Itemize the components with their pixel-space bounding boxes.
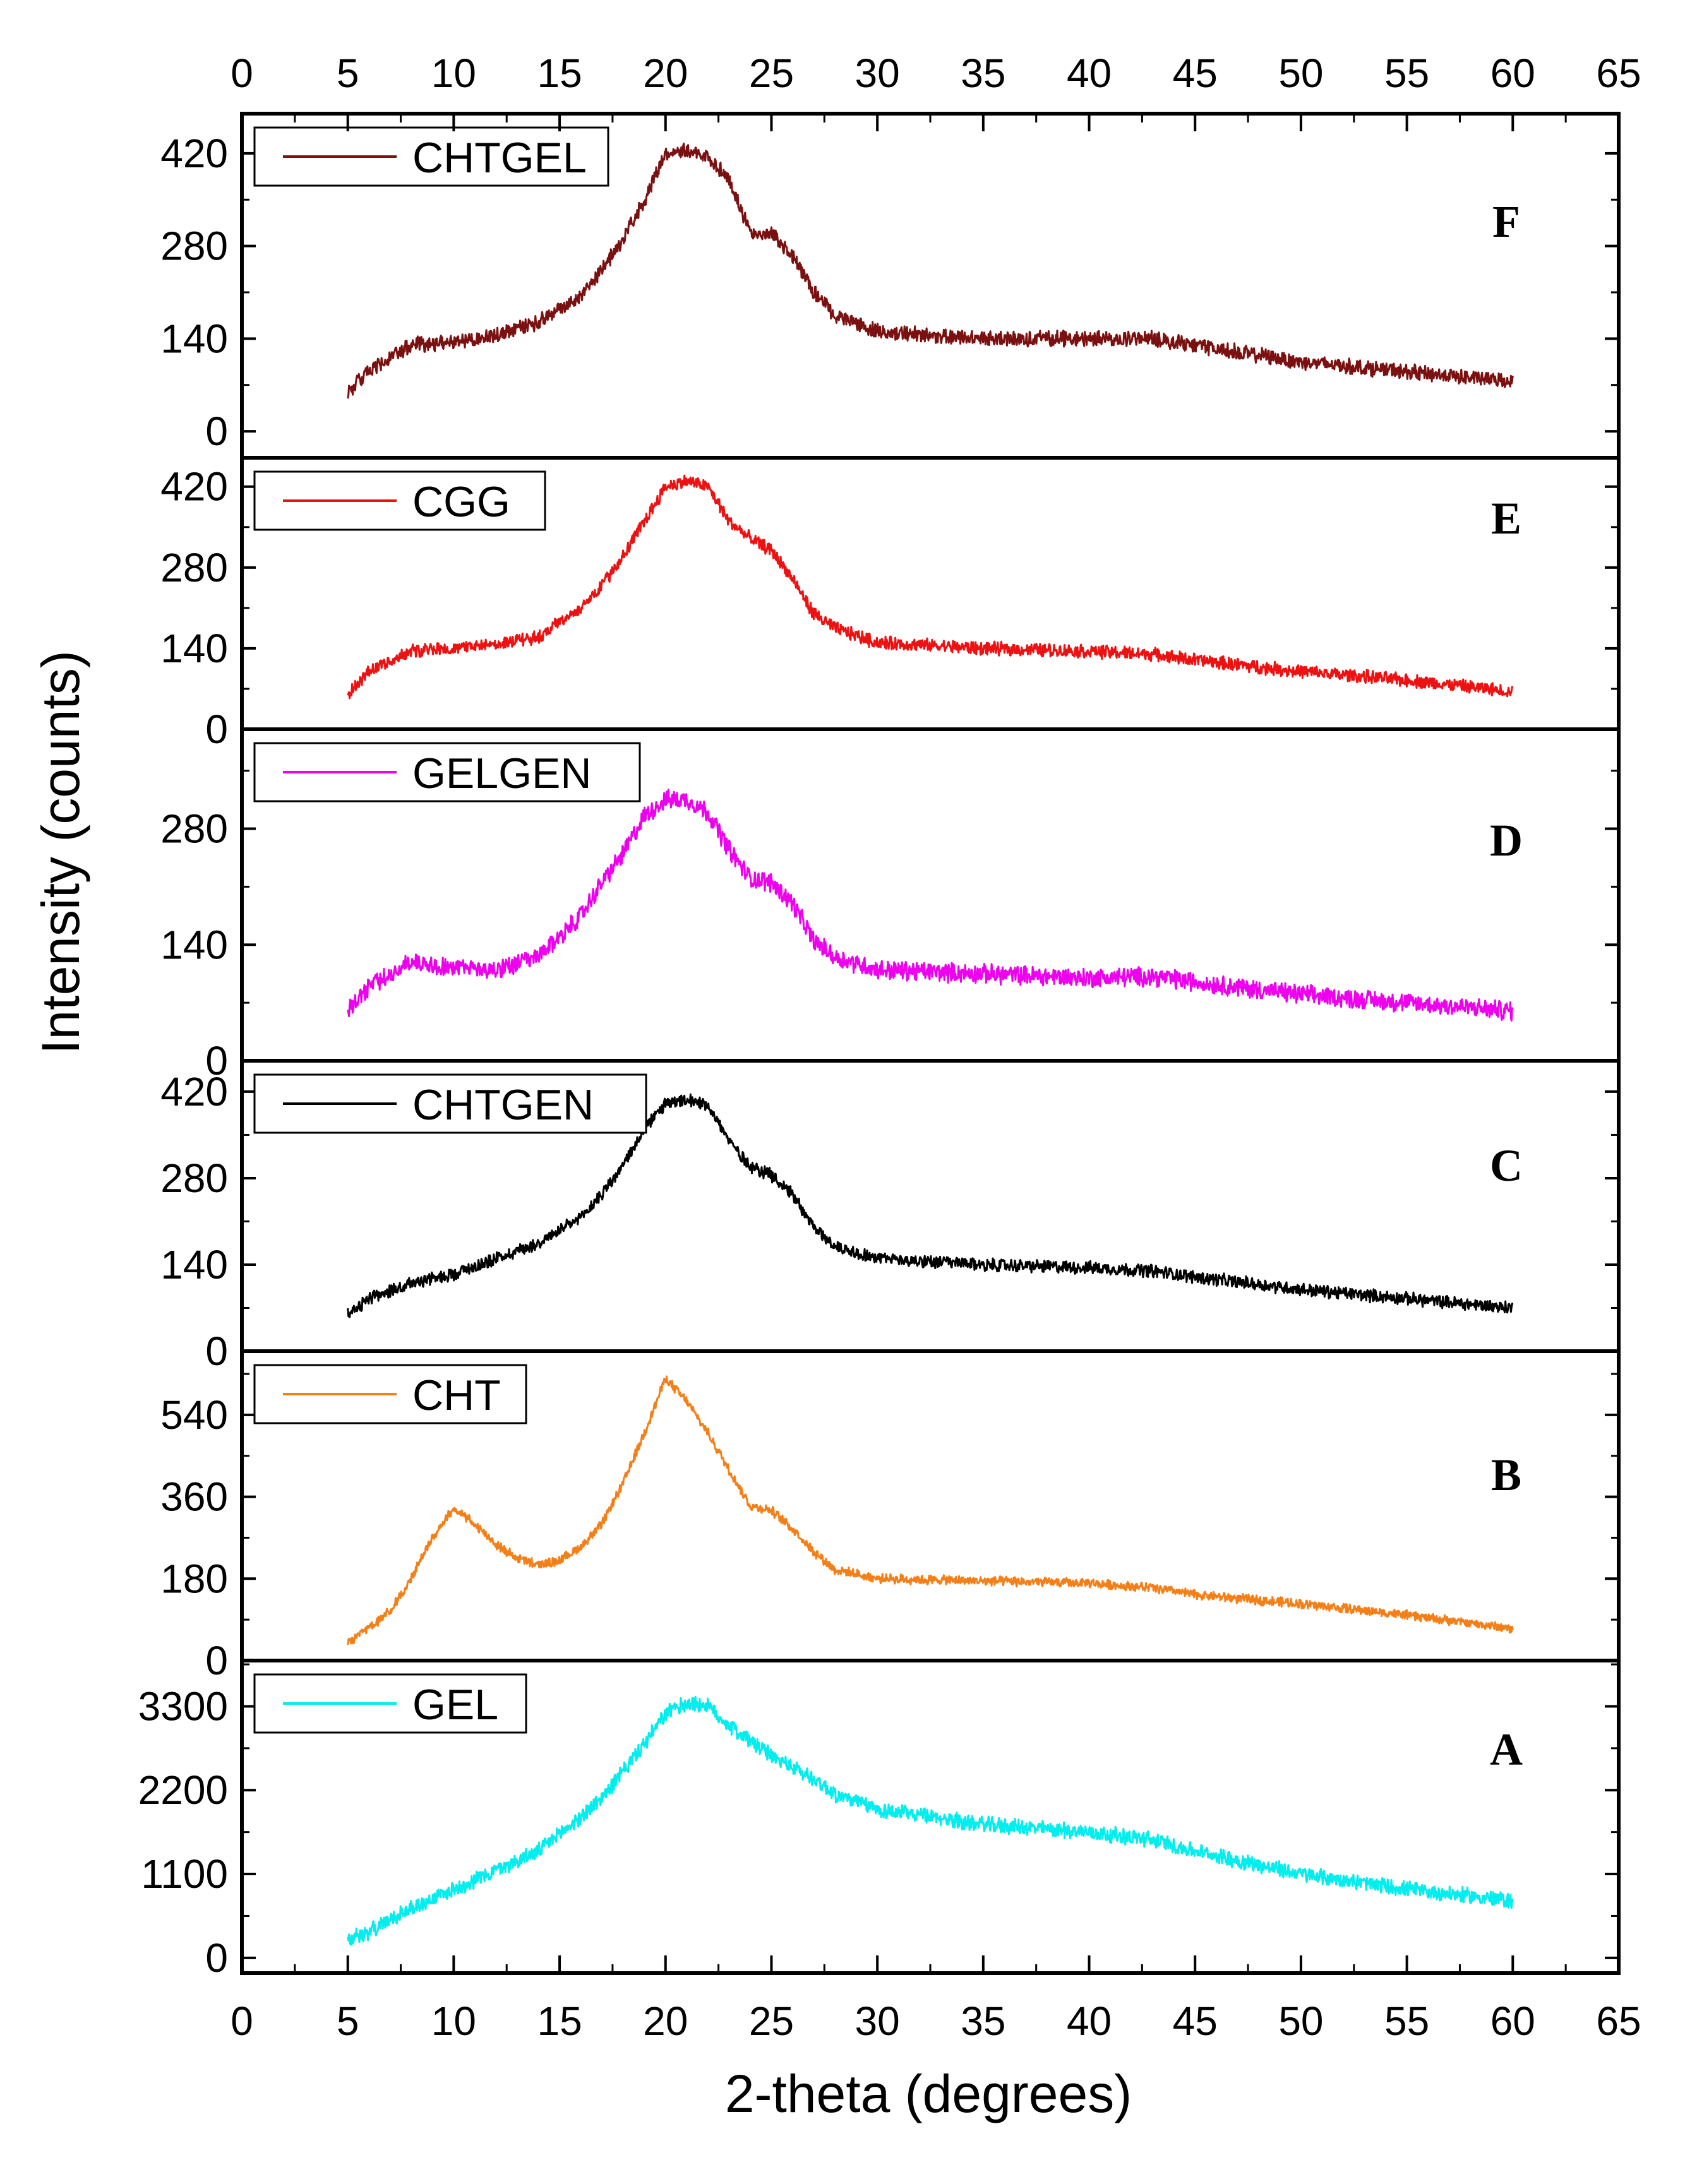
y-tick-label: 3300 (138, 1683, 228, 1729)
x-tick-label-bottom: 45 (1173, 1998, 1218, 2044)
panel-E: 0 140 280 420 CGG E (160, 456, 1621, 752)
series-line-cht (347, 1375, 1514, 1645)
series-line-gel (347, 1695, 1514, 1946)
panel-letter: E (1491, 493, 1521, 544)
series-line-chtgel (347, 142, 1514, 399)
y-tick-label: 0 (205, 1935, 228, 1981)
y-tick-label: 0 (205, 409, 228, 454)
y-tick-label: 280 (160, 224, 228, 269)
x-tick-label-bottom: 50 (1278, 1998, 1323, 2044)
y-tick-label: 280 (160, 806, 228, 852)
legend-label: CHT (412, 1371, 501, 1419)
legend-label: CGG (412, 478, 510, 526)
y-tick-label: 360 (160, 1474, 228, 1520)
legend-label: CHTGEL (412, 134, 587, 182)
y-tick-label: 1100 (141, 1851, 228, 1897)
x-tick-label-top: 35 (961, 51, 1005, 96)
x-tick-label-top: 55 (1384, 51, 1429, 96)
series-line-gelgen (347, 789, 1514, 1022)
legend-label: GEL (412, 1681, 498, 1729)
x-tick-label-bottom: 0 (231, 1998, 253, 2044)
y-tick-label: 0 (205, 707, 228, 752)
x-tick-label-bottom: 10 (431, 1998, 476, 2044)
x-tick-label-bottom: 30 (855, 1998, 900, 2044)
y-tick-label: 140 (160, 922, 228, 967)
y-tick-label: 140 (160, 316, 228, 361)
panel-letter: B (1491, 1450, 1521, 1500)
panel-C: 0 140 280 420 CHTGEN C (160, 1059, 1621, 1374)
x-tick-label-top: 60 (1490, 51, 1535, 96)
x-tick-label-bottom: 40 (1067, 1998, 1112, 2044)
panel-letter: C (1490, 1140, 1523, 1191)
panel-F: 0 140 280 420 CHTGEL F (160, 112, 1621, 460)
y-tick-label: 280 (160, 545, 228, 590)
y-tick-label: 2200 (138, 1767, 228, 1813)
x-tick-label-bottom: 60 (1490, 1998, 1535, 2044)
x-tick-label-top: 25 (749, 51, 794, 96)
y-tick-label: 280 (160, 1155, 228, 1201)
y-axis-title: Intensity (counts) (31, 650, 90, 1054)
x-tick-label-top: 10 (431, 51, 476, 96)
legend-label: CHTGEN (412, 1081, 594, 1129)
panel-letter: D (1490, 815, 1523, 866)
panel-letter: F (1492, 196, 1520, 247)
y-tick-label: 540 (160, 1392, 228, 1438)
y-tick-label: 0 (205, 1328, 228, 1374)
y-tick-label: 420 (160, 131, 228, 176)
panel-letter: A (1490, 1724, 1523, 1775)
x-tick-label-bottom: 15 (537, 1998, 582, 2044)
y-tick-label: 140 (160, 1242, 228, 1287)
x-tick-label-bottom: 20 (643, 1998, 688, 2044)
x-tick-label-top: 65 (1596, 51, 1641, 96)
x-tick-label-top: 30 (855, 51, 900, 96)
series-line-cgg (347, 474, 1514, 700)
y-tick-label: 0 (205, 1638, 228, 1683)
y-tick-label: 0 (205, 1038, 228, 1083)
panel-B: 0 180 360 540 CHT B (160, 1349, 1621, 1683)
x-tick-label-top: 5 (337, 51, 359, 96)
legend-label: GELGEN (412, 749, 591, 797)
x-tick-label-top: 45 (1173, 51, 1218, 96)
x-tick-label-top: 0 (231, 51, 253, 96)
y-tick-label: 420 (160, 464, 228, 510)
x-tick-label-top: 20 (643, 51, 688, 96)
y-tick-label: 420 (160, 1069, 228, 1114)
x-tick-label-bottom: 55 (1384, 1998, 1429, 2044)
panel-D: 0 140 280 GELGEN D (160, 727, 1621, 1083)
panel-A: 0 1100 2200 3300 GEL A (138, 1659, 1621, 1981)
x-axes-group: 0055101015152020252530303535404045455050… (231, 51, 1641, 2044)
x-tick-label-top: 40 (1067, 51, 1112, 96)
x-tick-label-bottom: 25 (749, 1998, 794, 2044)
y-tick-label: 180 (160, 1556, 228, 1601)
x-axis-title: 2-theta (degrees) (725, 2064, 1132, 2123)
x-tick-label-bottom: 5 (337, 1998, 359, 2044)
x-tick-label-bottom: 65 (1596, 1998, 1641, 2044)
x-tick-label-bottom: 35 (961, 1998, 1005, 2044)
x-tick-label-top: 15 (537, 51, 582, 96)
y-tick-label: 140 (160, 626, 228, 671)
x-tick-label-top: 50 (1278, 51, 1323, 96)
series-line-chtgen (347, 1093, 1514, 1318)
